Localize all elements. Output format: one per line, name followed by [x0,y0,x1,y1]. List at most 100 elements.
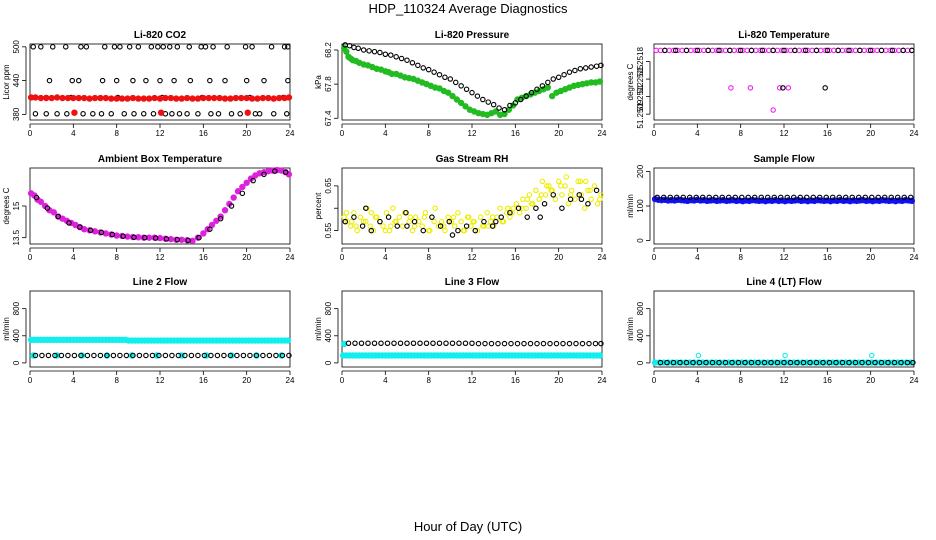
figure-title: HDP_110324 Average Diagnostics [369,1,568,16]
data-point [234,352,240,359]
data-point [683,47,690,54]
data-point [577,178,584,185]
data-point [118,95,126,102]
data-point [261,171,267,178]
data-point [399,223,406,229]
data-point [458,83,464,89]
data-point [163,236,170,242]
y-tick-label: 380 [12,107,21,121]
data-point [447,76,454,82]
data-point [543,183,550,189]
x-tick-label: 8 [426,129,431,138]
data-point [489,214,496,220]
data-point [32,94,39,101]
data-point [588,196,594,203]
plot-frame [653,43,915,121]
data-point [65,352,71,359]
series-black-low [780,85,828,91]
data-point [712,194,719,201]
data-point [130,77,136,84]
data-point [547,340,553,347]
data-point [909,47,915,54]
data-point [593,63,600,69]
data-point [351,214,357,220]
y-axis-label: Licor ppm [2,64,11,99]
series-cyan-filled [27,336,292,359]
data-point [548,92,556,100]
data-point [382,51,389,57]
data-point [210,94,218,102]
data-point [409,227,416,234]
data-point [490,101,497,108]
series-cyan-filled [339,340,604,359]
data-point [598,62,604,69]
x-tick-label: 0 [340,376,345,385]
data-point [807,359,813,366]
data-point [123,352,130,359]
x-tick-label: 16 [199,376,208,385]
data-point [577,66,584,72]
data-point [716,47,722,54]
y-tick-label: 51.2515 [636,64,645,93]
data-point [523,205,529,211]
data-point [766,47,772,54]
data-point [77,224,83,230]
y-tick-label: 100 [636,199,645,213]
data-point [398,55,405,62]
data-point [239,183,246,191]
data-point [501,340,508,347]
data-point [443,340,449,346]
data-point [198,44,204,50]
data-point [839,47,846,54]
data-point [859,359,865,366]
data-point [90,111,96,117]
y-axis-label: degrees C [2,187,11,224]
data-point [377,218,383,225]
series-black-open [654,194,914,201]
data-point [449,232,456,238]
data-point [538,192,545,198]
data-point [774,359,781,366]
data-point [550,192,556,198]
data-point [126,44,133,50]
data-point [901,194,907,201]
x-tick-label: 0 [28,253,33,262]
data-point [232,94,240,102]
x-tick-label: 12 [156,129,165,138]
series-black-open [32,352,292,359]
data-point [465,214,472,220]
data-point [268,44,275,50]
data-point [592,340,599,347]
x-tick-label: 12 [468,129,477,138]
data-point [846,47,852,54]
data-point [342,218,348,225]
data-point [250,177,256,184]
x-tick-label: 16 [511,376,520,385]
y-tick-label: 800 [636,301,645,315]
y-tick-label: 15 [12,201,21,210]
data-point [657,47,664,54]
panel-2: Li-820 Pressure 0 4 8 12 16 20 24 67.4 67.8 68.2 kP… [314,30,607,138]
data-point [404,340,410,346]
data-point [565,201,572,207]
data-point [32,352,39,359]
data-point [351,44,357,51]
data-point [33,194,40,201]
data-point [285,77,291,84]
x-tick-label: 0 [28,376,33,385]
data-point [343,209,350,216]
data-point [829,194,836,201]
data-point [355,45,361,52]
data-point [260,352,266,359]
data-point [348,218,355,225]
data-point [594,201,601,207]
data-point [50,209,58,216]
data-point [470,218,476,225]
data-point [272,168,278,174]
data-point [497,205,503,211]
data-point [32,111,39,117]
x-tick-label: 4 [383,129,388,138]
data-point [230,194,237,201]
